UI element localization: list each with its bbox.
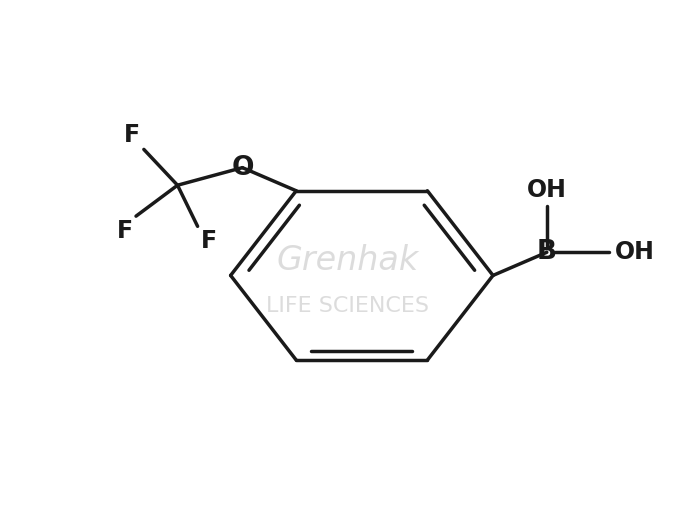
Text: F: F (125, 123, 141, 147)
Text: O: O (231, 154, 253, 180)
Text: F: F (116, 219, 132, 243)
Text: OH: OH (615, 240, 654, 264)
Text: B: B (537, 239, 557, 265)
Text: OH: OH (527, 178, 567, 202)
Text: Grenhak: Grenhak (277, 243, 419, 277)
Text: LIFE SCIENCES: LIFE SCIENCES (267, 296, 429, 316)
Text: F: F (201, 229, 217, 253)
